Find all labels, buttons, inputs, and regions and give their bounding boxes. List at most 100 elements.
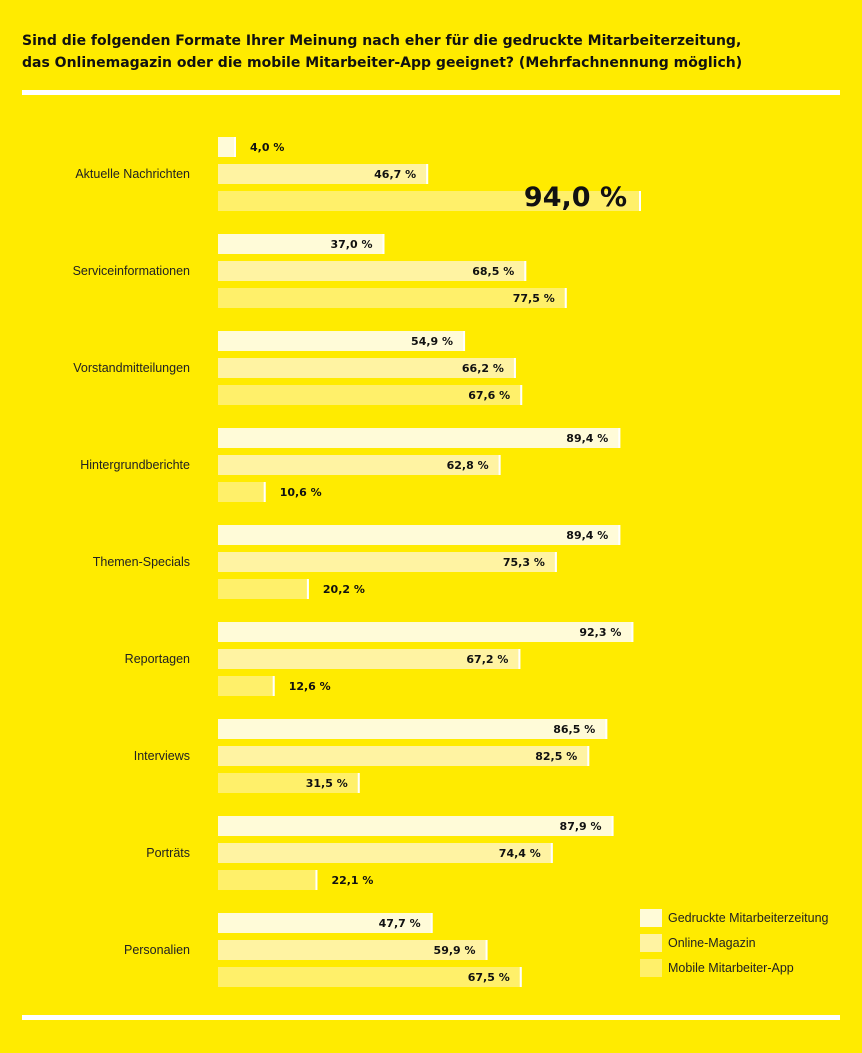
value-label-portraets-online: 74,4 % xyxy=(499,847,541,860)
bar-edge-themen-specials-online xyxy=(554,552,557,572)
bar-edge-vorstandmitteilungen-print xyxy=(463,331,466,351)
value-label-portraets-print: 87,9 % xyxy=(560,820,602,833)
legend-item-print: Gedruckte Mitarbeiterzeitung xyxy=(640,908,829,928)
bar-hintergrundberichte-online xyxy=(218,455,501,475)
value-label-aktuelle-nachrichten-print: 4,0 % xyxy=(250,141,284,154)
bar-aktuelle-nachrichten-print xyxy=(218,137,236,157)
bar-portraets-online xyxy=(218,843,553,863)
value-label-interviews-app: 31,5 % xyxy=(306,777,348,790)
bar-aktuelle-nachrichten-online xyxy=(218,164,429,184)
bar-themen-specials-print xyxy=(218,525,621,545)
category-label-hintergrundberichte: Hintergrundberichte xyxy=(80,458,190,472)
value-label-reportagen-app: 12,6 % xyxy=(289,680,331,693)
legend-item-app: Mobile Mitarbeiter-App xyxy=(640,958,829,978)
legend-swatch-app xyxy=(640,959,662,977)
value-label-portraets-app: 22,1 % xyxy=(331,874,373,887)
bar-edge-serviceinformationen-online xyxy=(524,261,527,281)
value-label-aktuelle-nachrichten-online: 46,7 % xyxy=(374,168,416,181)
category-label-vorstandmitteilungen: Vorstandmitteilungen xyxy=(73,361,190,375)
bar-edge-portraets-online xyxy=(550,843,553,863)
bar-personalien-print xyxy=(218,913,433,933)
bar-hintergrundberichte-app xyxy=(218,482,266,502)
category-label-portraets: Porträts xyxy=(146,846,190,860)
bar-vorstandmitteilungen-online xyxy=(218,358,516,378)
category-label-personalien: Personalien xyxy=(124,943,190,957)
bar-edge-personalien-print xyxy=(430,913,433,933)
value-label-hintergrundberichte-online: 62,8 % xyxy=(447,459,489,472)
bar-edge-interviews-print xyxy=(605,719,608,739)
bar-edge-aktuelle-nachrichten-app xyxy=(639,191,641,211)
value-label-personalien-online: 59,9 % xyxy=(434,944,476,957)
bar-reportagen-online xyxy=(218,649,521,669)
bar-serviceinformationen-print xyxy=(218,234,385,254)
bar-portraets-app xyxy=(218,870,318,890)
category-label-reportagen: Reportagen xyxy=(125,652,190,666)
bar-portraets-print xyxy=(218,816,614,836)
value-label-vorstandmitteilungen-print: 54,9 % xyxy=(411,335,453,348)
bar-edge-serviceinformationen-app xyxy=(564,288,567,308)
category-label-interviews: Interviews xyxy=(134,749,190,763)
bar-edge-reportagen-online xyxy=(518,649,521,669)
value-label-serviceinformationen-online: 68,5 % xyxy=(472,265,514,278)
bar-edge-themen-specials-print xyxy=(618,525,621,545)
bar-hintergrundberichte-print xyxy=(218,428,621,448)
value-label-hintergrundberichte-app: 10,6 % xyxy=(280,486,322,499)
bar-edge-vorstandmitteilungen-app xyxy=(520,385,523,405)
bar-reportagen-print xyxy=(218,622,634,642)
legend-swatch-online xyxy=(640,934,662,952)
top-divider xyxy=(22,90,840,95)
value-label-hintergrundberichte-print: 89,4 % xyxy=(566,432,608,445)
chart-legend: Gedruckte Mitarbeiterzeitung Online-Maga… xyxy=(640,908,829,983)
bar-edge-portraets-app xyxy=(315,870,318,890)
value-label-personalien-print: 47,7 % xyxy=(379,917,421,930)
value-label-serviceinformationen-app: 77,5 % xyxy=(513,292,555,305)
bar-vorstandmitteilungen-app xyxy=(218,385,523,405)
bar-edge-hintergrundberichte-print xyxy=(618,428,621,448)
legend-label-online: Online-Magazin xyxy=(668,936,756,950)
bar-personalien-app xyxy=(218,967,522,987)
bar-edge-interviews-online xyxy=(587,746,590,766)
legend-item-online: Online-Magazin xyxy=(640,933,829,953)
legend-label-print: Gedruckte Mitarbeiterzeitung xyxy=(668,911,829,925)
legend-swatch-print xyxy=(640,909,662,927)
value-label-vorstandmitteilungen-app: 67,6 % xyxy=(468,389,510,402)
bar-themen-specials-online xyxy=(218,552,557,572)
chart-title: Sind die folgenden Formate Ihrer Meinung… xyxy=(22,30,842,74)
value-label-interviews-online: 82,5 % xyxy=(535,750,577,763)
bar-edge-portraets-print xyxy=(611,816,614,836)
bar-edge-hintergrundberichte-online xyxy=(498,455,501,475)
legend-label-app: Mobile Mitarbeiter-App xyxy=(668,961,794,975)
bar-edge-hintergrundberichte-app xyxy=(263,482,266,502)
bar-aktuelle-nachrichten-app xyxy=(218,191,641,211)
bar-serviceinformationen-app xyxy=(218,288,567,308)
value-label-reportagen-print: 92,3 % xyxy=(579,626,621,639)
bar-vorstandmitteilungen-print xyxy=(218,331,466,351)
value-label-aktuelle-nachrichten-app: 94,0 % xyxy=(524,182,627,213)
bar-edge-interviews-app xyxy=(357,773,360,793)
bar-chart: Aktuelle Nachrichten 4,0 % 46,7 % 94,0 % Ser… xyxy=(73,137,641,987)
value-label-themen-specials-print: 89,4 % xyxy=(566,529,608,542)
chart-title-line-1: Sind die folgenden Formate Ihrer Meinung… xyxy=(22,33,742,49)
value-label-interviews-print: 86,5 % xyxy=(553,723,595,736)
value-label-personalien-app: 67,5 % xyxy=(468,971,510,984)
bar-interviews-online xyxy=(218,746,590,766)
category-label-themen-specials: Themen-Specials xyxy=(93,555,190,569)
bar-edge-serviceinformationen-print xyxy=(382,234,385,254)
bar-interviews-app xyxy=(218,773,360,793)
bar-reportagen-app xyxy=(218,676,275,696)
bar-edge-aktuelle-nachrichten-print xyxy=(234,137,236,157)
bar-serviceinformationen-online xyxy=(218,261,527,281)
bar-edge-personalien-app xyxy=(519,967,522,987)
chart-title-line-2: das Onlinemagazin oder die mobile Mitarb… xyxy=(22,55,743,71)
value-label-vorstandmitteilungen-online: 66,2 % xyxy=(462,362,504,375)
bar-edge-reportagen-print xyxy=(631,622,634,642)
bar-themen-specials-app xyxy=(218,579,309,599)
bar-edge-themen-specials-app xyxy=(306,579,309,599)
category-label-aktuelle-nachrichten: Aktuelle Nachrichten xyxy=(75,167,190,181)
value-label-serviceinformationen-print: 37,0 % xyxy=(331,238,373,251)
category-label-serviceinformationen: Serviceinformationen xyxy=(73,264,190,278)
value-label-reportagen-online: 67,2 % xyxy=(466,653,508,666)
bar-edge-reportagen-app xyxy=(272,676,275,696)
bar-edge-personalien-online xyxy=(485,940,488,960)
value-label-themen-specials-app: 20,2 % xyxy=(323,583,365,596)
